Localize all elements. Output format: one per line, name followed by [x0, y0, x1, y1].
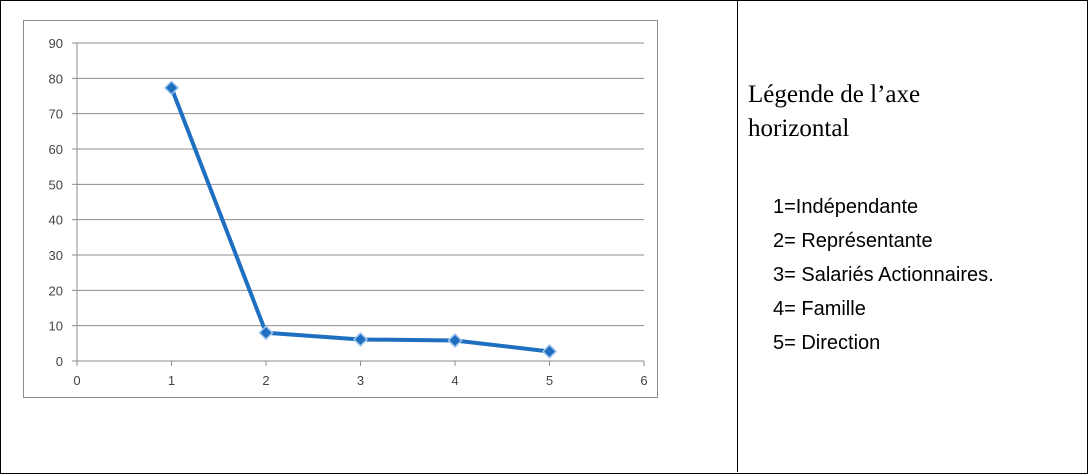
- y-tick-label-0: 0: [56, 354, 63, 369]
- y-tick-label-80: 80: [49, 71, 63, 86]
- x-tick-label-0: 0: [73, 373, 80, 388]
- y-tick-label-40: 40: [49, 213, 63, 228]
- column-divider: [737, 0, 738, 472]
- legend-list: 1=Indépendante 2= Représentante 3= Salar…: [773, 190, 994, 360]
- line-chart: 0 10 20 30 40 50 60 70 80 90 0 1 2 3 4 5 6: [49, 36, 648, 388]
- x-tick-label-3: 3: [357, 373, 364, 388]
- y-tick-label-10: 10: [49, 319, 63, 334]
- legend-title: Légende de l’axe horizontal: [748, 81, 921, 142]
- y-tick-label-60: 60: [49, 142, 63, 157]
- y-tick-label-30: 30: [49, 248, 63, 263]
- data-point-5: [541, 343, 558, 360]
- data-point-2: [258, 325, 274, 341]
- data-point-3: [352, 331, 369, 348]
- x-tick-label-4: 4: [451, 373, 458, 388]
- y-tick-label-20: 20: [49, 283, 63, 298]
- y-tick-label-90: 90: [49, 36, 63, 51]
- legend-item-2: 2= Représentante: [773, 230, 933, 252]
- axis-legend-panel: Légende de l’axe horizontal 1=Indépendan…: [748, 78, 1078, 354]
- legend-item-3: 3= Salariés Actionnaires.: [773, 264, 994, 286]
- x-tick-label-1: 1: [168, 373, 175, 388]
- legend-item-1: 1=Indépendante: [773, 196, 919, 218]
- x-tick-label-5: 5: [546, 373, 553, 388]
- legend-item-4: 4= Famille: [773, 298, 866, 320]
- legend-item-5: 5= Direction: [773, 332, 881, 354]
- chart-frame: 0 10 20 30 40 50 60 70 80 90 0 1 2 3 4 5 6: [23, 20, 658, 398]
- data-point-1: [163, 80, 180, 96]
- y-tick-label-50: 50: [49, 177, 63, 192]
- y-tick-label-70: 70: [49, 107, 63, 122]
- data-point-4: [447, 332, 463, 349]
- x-tick-label-2: 2: [262, 373, 269, 388]
- x-tick-label-6: 6: [640, 373, 647, 388]
